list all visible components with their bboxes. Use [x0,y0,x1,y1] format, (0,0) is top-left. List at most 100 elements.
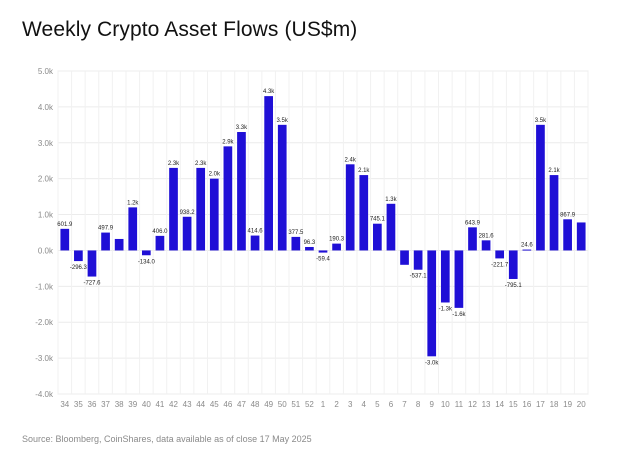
bar [536,124,545,251]
y-tick-label: 3.0k [38,139,54,148]
x-tick-label: 6 [389,400,394,409]
data-label: 24.6 [521,243,533,249]
y-tick-label: 1.0k [38,211,54,220]
x-tick-label: 41 [155,400,164,409]
x-tick-label: 40 [142,400,151,409]
bar [209,178,219,251]
x-tick-label: 7 [402,400,407,409]
bar [264,96,273,251]
data-label: 414.6 [248,229,264,235]
x-tick-label: 50 [278,400,287,409]
data-label: 3.5k [535,118,547,124]
data-label: 1.3k [385,197,397,203]
data-label: 643.9 [465,220,481,226]
bar [74,250,83,262]
bar [277,124,287,251]
chart-title: Weekly Crypto Asset Flows (US$m) [22,18,358,41]
data-label: 2.1k [358,168,370,174]
x-tick-label: 13 [482,400,491,409]
data-label: 867.9 [560,212,576,218]
data-label: -3.0k [425,360,439,366]
x-tick-label: 3 [348,400,353,409]
bar [495,250,505,259]
y-tick-label: -1.0k [35,282,54,291]
data-label: 377.5 [288,230,304,236]
data-label: 1.2k [127,200,139,206]
data-label: 497.9 [98,226,114,232]
y-tick-label: -4.0k [35,390,54,399]
bar [508,250,518,279]
bar [373,223,382,251]
data-label: 2.3k [195,161,207,167]
data-label: 2.1k [548,168,560,174]
y-tick-label: 0.0k [38,246,54,255]
bar [155,235,165,251]
y-tick-label: 4.0k [38,103,54,112]
y-tick-label: -2.0k [35,318,54,327]
bar [427,250,437,357]
data-label: 2.4k [345,157,357,163]
bar [305,246,314,251]
data-label: 2.3k [168,161,180,167]
bar [60,228,70,251]
y-tick-label: 5.0k [38,67,54,76]
bar [250,235,260,251]
data-label: -221.7 [491,262,509,268]
bar [128,207,138,251]
x-tick-label: 47 [237,400,246,409]
x-tick-label: 5 [375,400,380,409]
x-tick-label: 19 [563,400,572,409]
data-label: -59.4 [316,257,330,263]
data-label: 938.2 [180,210,196,216]
data-label: 2.9k [222,139,234,145]
x-tick-label: 4 [362,400,367,409]
data-label: -1.6k [452,312,466,318]
data-label: 3.5k [277,118,289,124]
bar [563,219,572,251]
bar [196,167,206,251]
data-label: -795.1 [505,283,523,289]
x-tick-label: 18 [550,400,559,409]
x-tick-label: 8 [416,400,421,409]
bar [169,167,178,251]
y-tick-label: 2.0k [38,175,54,184]
x-tick-label: 52 [305,400,314,409]
x-tick-label: 43 [183,400,192,409]
x-tick-label: 1 [321,400,326,409]
x-tick-label: 20 [577,400,586,409]
plot-area [57,70,589,395]
data-label: -537.1 [410,274,428,280]
bar [386,203,396,251]
bar [440,250,450,303]
bar [359,175,369,251]
bar [318,250,328,253]
bar [101,232,110,251]
data-label: -1.3k [439,306,453,312]
x-tick-label: 39 [128,400,137,409]
x-tick-label: 11 [455,400,464,409]
x-tick-label: 38 [115,400,124,409]
bar [576,222,586,251]
bar [291,236,301,251]
bar [400,250,409,265]
x-tick-label: 46 [223,400,232,409]
bar [413,250,423,270]
x-tick-label: 35 [74,400,83,409]
x-tick-label: 2 [334,400,339,409]
data-label: -296.3 [70,265,88,271]
data-label: 406.0 [152,229,168,235]
x-tick-label: 37 [101,400,110,409]
x-tick-label: 48 [251,400,260,409]
bar [141,250,151,256]
bar [114,238,124,251]
x-tick-label: 42 [169,400,178,409]
x-tick-label: 36 [88,400,97,409]
bar [454,250,464,308]
x-tick-label: 34 [60,400,69,409]
bar [237,132,246,251]
x-tick-label: 49 [264,400,273,409]
bar [182,216,192,251]
x-tick-label: 17 [536,400,545,409]
data-label: 281.6 [479,233,495,239]
